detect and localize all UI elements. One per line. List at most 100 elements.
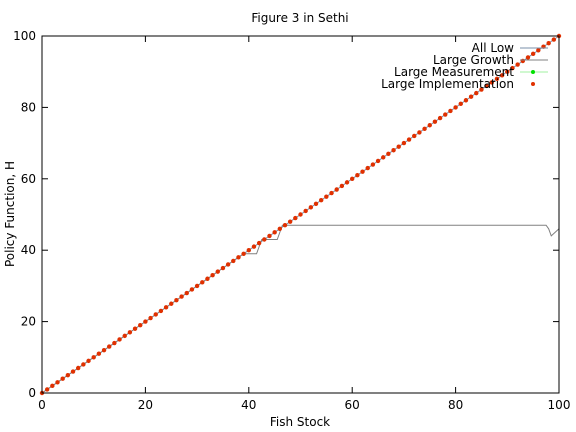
y-tick-label: 100 [13,29,36,43]
legend-entry-all-low: All Low [472,41,548,55]
data-point [520,58,526,64]
data-point [282,223,288,228]
x-axis-label: Fish Stock [270,415,330,429]
data-point [406,137,412,142]
data-point [112,340,117,346]
x-tick-label: 0 [38,398,46,412]
data-point [215,269,220,274]
data-point [225,262,231,267]
data-point [391,148,396,153]
data-point [251,244,257,249]
data-point [184,290,189,296]
data-point [122,333,127,339]
data-point [386,151,391,157]
data-point [75,365,81,371]
plot-points [39,33,562,396]
data-point [474,90,479,96]
data-point [65,372,71,378]
data-point [448,108,453,114]
data-point [231,258,236,264]
data-point [303,208,308,214]
data-point [536,48,541,53]
data-point [96,351,102,356]
data-point [350,176,355,181]
data-point [375,158,381,164]
legend-entry-large-implementation: Large Implementation [381,77,535,91]
data-point [200,280,205,285]
data-point [468,94,474,99]
data-point [479,87,484,92]
data-point [158,308,164,314]
data-point [344,180,350,185]
data-point [443,112,448,117]
data-point [401,140,407,146]
x-tick-label: 100 [548,398,571,412]
data-point [60,376,65,381]
legend-entry-large-measurement: Large Measurement [394,65,548,79]
data-point [143,319,148,324]
data-point [107,344,112,349]
data-point [50,383,55,389]
data-point [293,215,298,221]
data-point [174,297,179,303]
y-tick-label: 80 [21,100,36,114]
data-point [489,80,494,85]
data-point [510,65,515,71]
data-point [194,283,200,289]
data-point [525,55,531,60]
y-axis-ticks: 0 20 40 60 80 100 [13,29,559,400]
data-point [417,130,422,135]
data-point [355,173,360,178]
y-tick-label: 20 [21,315,36,329]
data-point [256,240,262,246]
plot-frame [41,35,560,394]
data-point [86,358,91,364]
data-point [138,322,143,328]
legend-label: Large Measurement [394,65,514,79]
data-point [339,183,345,189]
data-point [169,301,174,306]
data-point [463,98,469,103]
legend-sample-point [531,70,535,74]
data-point [458,101,463,107]
data-point [287,219,293,224]
data-point [396,144,401,149]
y-tick-label: 40 [21,243,36,257]
data-point [308,205,314,210]
data-point [494,76,500,82]
legend-entry-large-growth: Large Growth [433,53,548,67]
data-point [427,123,432,128]
x-tick-label: 80 [448,398,463,412]
data-point [329,190,334,196]
x-axis-ticks: 0 20 40 60 80 100 [38,36,570,412]
legend-label: All Low [472,41,515,55]
data-point [189,287,195,292]
legend-label: Large Implementation [381,77,514,91]
data-point [241,251,246,256]
x-tick-label: 60 [345,398,360,412]
data-point [422,126,427,132]
data-point [530,51,536,57]
data-point [70,369,76,374]
data-point [515,62,520,67]
x-tick-label: 20 [138,398,153,412]
data-point [334,187,339,192]
data-point [44,387,50,392]
data-point [55,380,60,385]
series-points-large-implementation [39,33,562,396]
data-point [91,355,96,360]
legend-sample-point [531,82,535,86]
data-point [117,337,122,342]
data-point [262,237,267,242]
data-point [81,362,86,367]
y-tick-label: 60 [21,172,36,186]
data-point [220,265,226,271]
data-point [499,73,505,78]
data-point [101,347,107,353]
y-axis-label: Policy Function, H [3,161,17,267]
data-point [360,169,365,174]
data-point [365,165,370,171]
